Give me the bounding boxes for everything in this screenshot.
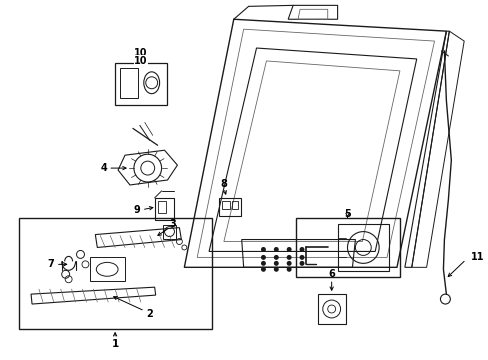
Text: 4: 4 <box>101 163 107 173</box>
Bar <box>231 201 237 209</box>
Text: 9: 9 <box>133 205 140 215</box>
Circle shape <box>261 267 265 272</box>
Bar <box>157 201 165 213</box>
Bar <box>317 294 345 324</box>
Circle shape <box>273 261 278 266</box>
Circle shape <box>286 255 291 260</box>
Circle shape <box>286 261 291 266</box>
Circle shape <box>299 255 304 260</box>
Circle shape <box>299 261 304 266</box>
Bar <box>219 198 240 216</box>
Bar <box>162 225 176 239</box>
Text: 6: 6 <box>327 269 334 279</box>
Circle shape <box>286 247 291 252</box>
Text: 3: 3 <box>169 219 176 229</box>
Text: 8: 8 <box>220 179 227 189</box>
Bar <box>222 201 229 209</box>
Circle shape <box>273 247 278 252</box>
Bar <box>337 224 388 271</box>
Circle shape <box>286 267 291 272</box>
Text: 11: 11 <box>470 252 484 262</box>
Bar <box>154 198 174 220</box>
Bar <box>115 63 166 105</box>
Bar <box>120 68 138 98</box>
Text: 10: 10 <box>134 56 147 66</box>
Bar <box>295 218 399 277</box>
Circle shape <box>273 255 278 260</box>
Circle shape <box>273 267 278 272</box>
Text: 5: 5 <box>344 209 350 219</box>
Text: 2: 2 <box>146 309 153 319</box>
Text: 10: 10 <box>134 48 147 58</box>
Circle shape <box>261 247 265 252</box>
Text: 1: 1 <box>111 339 119 349</box>
Bar <box>19 218 212 329</box>
Text: 7: 7 <box>47 259 54 269</box>
Bar <box>90 257 125 281</box>
Circle shape <box>261 261 265 266</box>
Circle shape <box>299 247 304 252</box>
Circle shape <box>261 255 265 260</box>
